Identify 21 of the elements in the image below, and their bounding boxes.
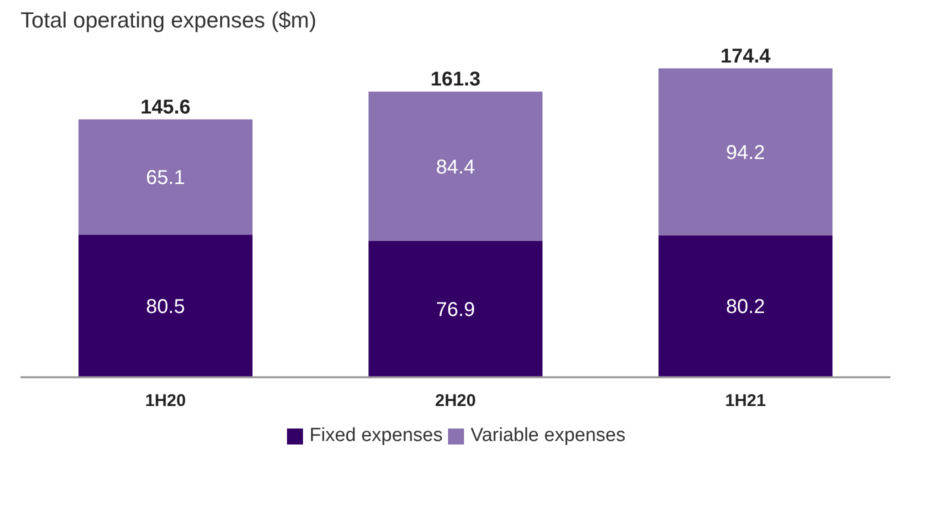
data-label: 80.2 [726,296,765,318]
x-tick-label: 2H20 [435,391,476,410]
bar [658,68,832,236]
bar [78,234,252,378]
data-label: 65.1 [146,167,185,190]
data-label: 76.9 [436,299,475,322]
total-label: 145.6 [140,96,191,118]
bar [368,241,542,378]
data-label: 84.4 [436,156,475,178]
bar [658,235,832,378]
x-tick-label: 1H21 [725,391,766,410]
chart-title: Total operating expenses ($m) [20,8,316,32]
bar [78,119,252,235]
legend-label: Fixed expenses [310,425,443,447]
data-label: 94.2 [726,142,765,164]
total-label: 161.3 [430,68,481,91]
total-label: 174.4 [720,45,772,68]
data-label: 80.5 [146,296,185,318]
bar [368,92,542,242]
legend-label: Variable expenses [470,425,626,447]
x-tick-label: 1H20 [145,391,186,410]
